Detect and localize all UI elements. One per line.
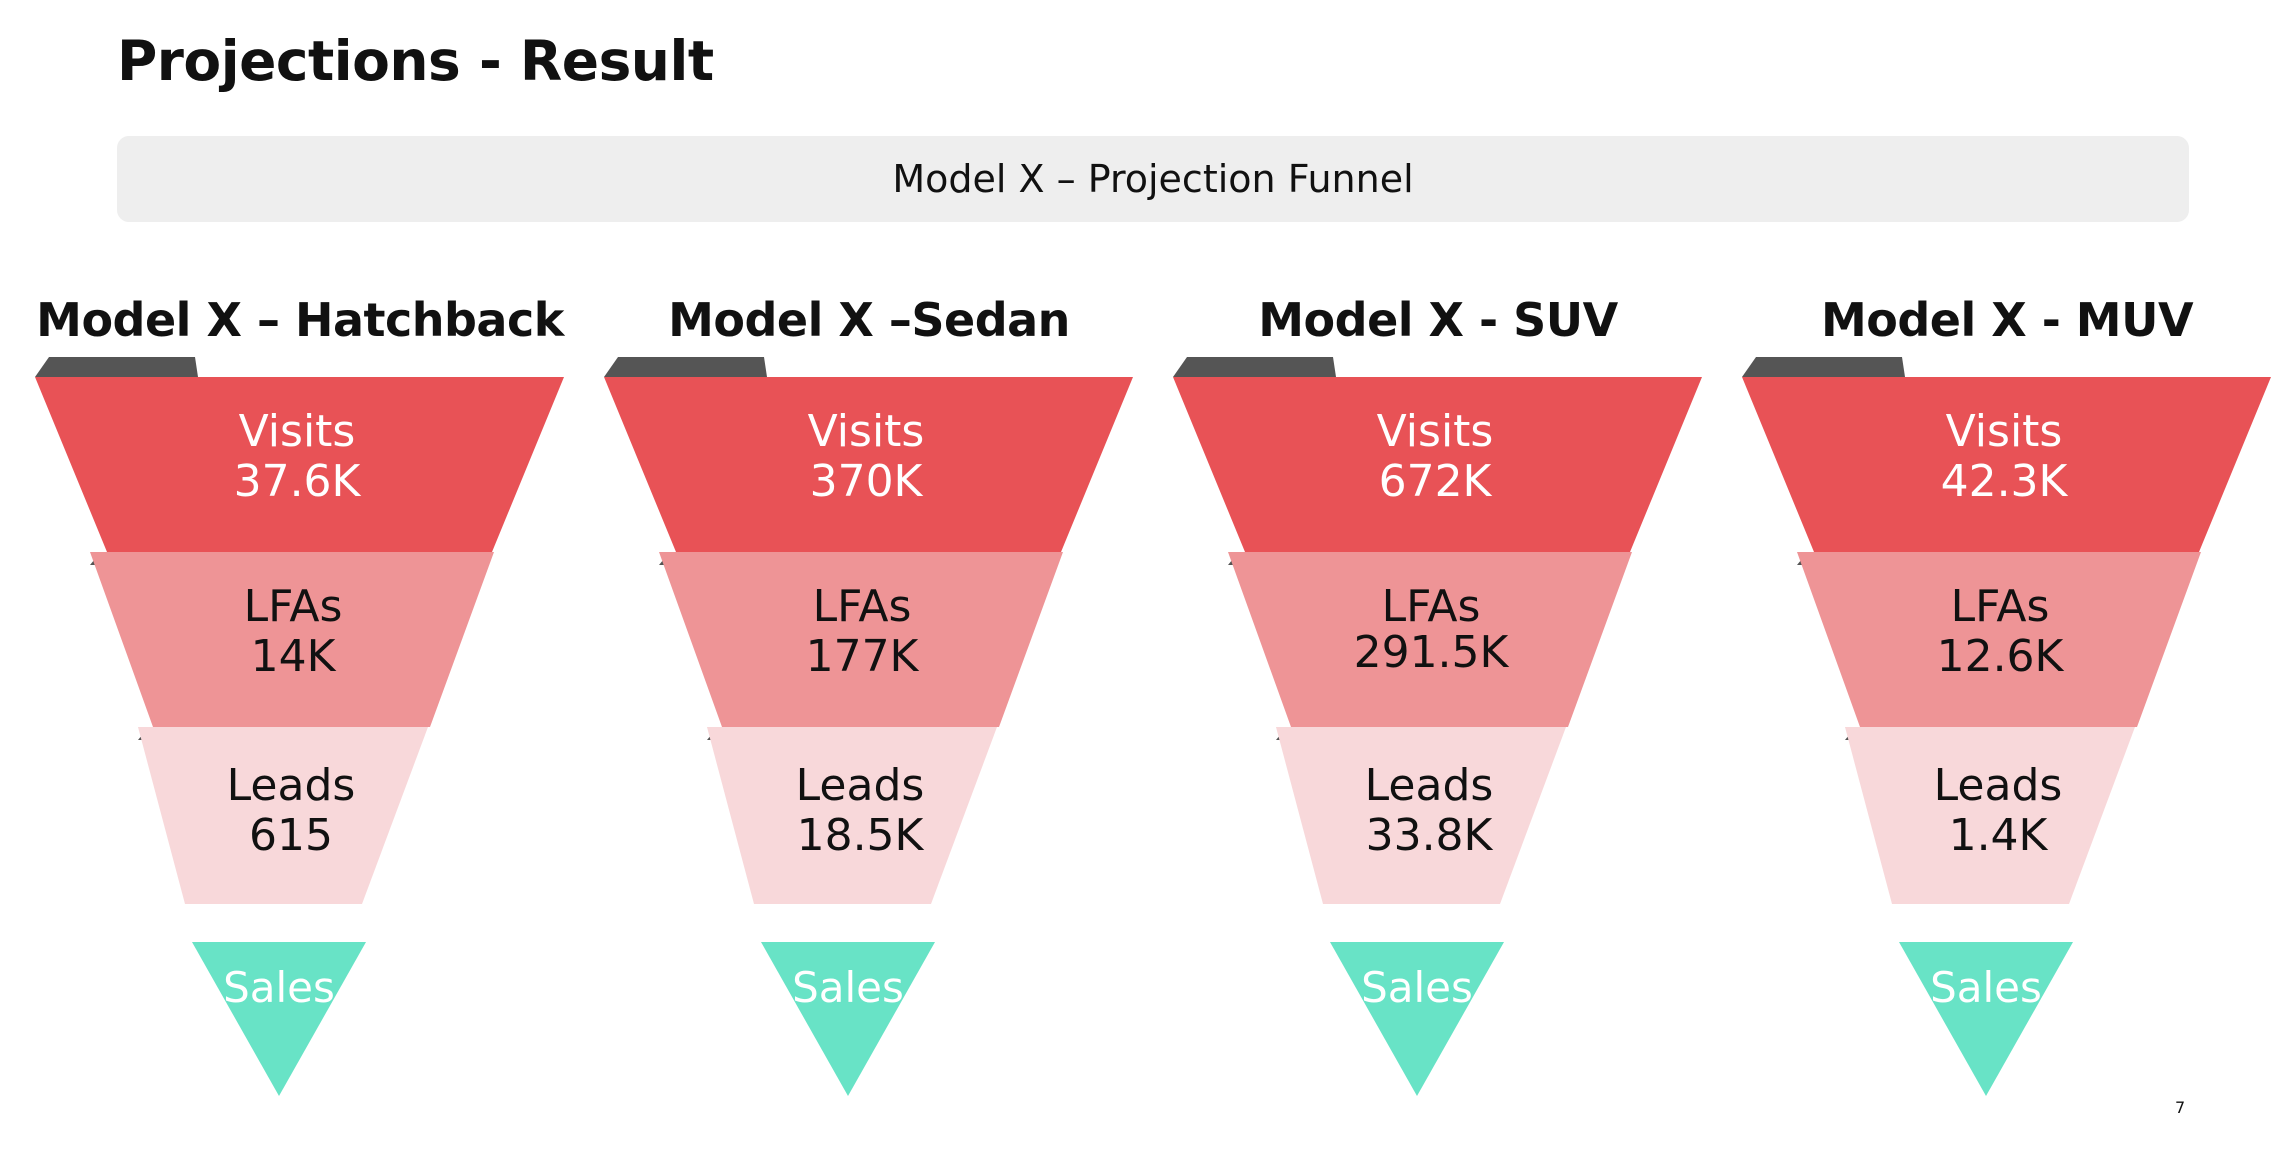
lfas-label: LFAs [813, 581, 912, 632]
sales-label: Sales [223, 963, 335, 1012]
stage-leads [707, 727, 997, 904]
stage-visits [1173, 377, 1702, 552]
funnel-muv: Model X - MUV Visits 42.3K LFAs 12.6K Le… [1742, 290, 2272, 1110]
stage-lfas [659, 552, 1063, 727]
lfas-label: LFAs [1951, 581, 2050, 632]
visits-label: Visits [1377, 406, 1494, 457]
funnel-diagram: Visits 672K LFAs 291.5K Leads 33.8K Sale… [1173, 357, 1702, 1096]
funnel-heading: Model X - MUV [1820, 293, 2194, 347]
stage-leads [1845, 727, 2135, 904]
stage-lfas [1228, 552, 1632, 727]
lfas-value: 177K [806, 631, 920, 682]
stage-leads [138, 727, 428, 904]
lfas-value: 14K [251, 631, 337, 682]
leads-label: Leads [227, 760, 356, 811]
page-number: 7 [2175, 1098, 2186, 1117]
stage-leads [1276, 727, 1566, 904]
stage-lfas [1797, 552, 2201, 727]
stage-visits [35, 377, 564, 552]
stage-sales [1330, 942, 1504, 1096]
sales-label: Sales [1930, 963, 2042, 1012]
lfas-value: 12.6K [1937, 631, 2065, 682]
leads-label: Leads [1365, 760, 1494, 811]
visits-label: Visits [1946, 406, 2063, 457]
funnel-diagram: Visits 37.6K LFAs 14K Leads 615 Sales [35, 357, 564, 1096]
banner-label: Model X – Projection Funnel [892, 157, 1414, 201]
funnel-hatchback: Model X – Hatchback Visits 37.6K LFAs 14… [35, 290, 565, 1110]
stage-visits [604, 377, 1133, 552]
sales-label: Sales [1361, 963, 1473, 1012]
visits-value: 672K [1379, 456, 1493, 507]
lfas-value: 291.5K [1354, 627, 1510, 678]
lfas-label: LFAs [244, 581, 343, 632]
funnel-heading: Model X - SUV [1258, 293, 1618, 347]
funnel-shadow-tab [35, 357, 198, 377]
page-title: Projections - Result [117, 29, 714, 93]
funnel-heading: Model X –Sedan [668, 293, 1070, 347]
leads-value: 615 [249, 810, 333, 861]
funnel-shadow-tab [604, 357, 767, 377]
leads-value: 33.8K [1366, 810, 1494, 861]
visits-label: Visits [808, 406, 925, 457]
stage-sales [192, 942, 366, 1096]
funnel-sedan: Model X –Sedan Visits 370K LFAs 177K Lea… [604, 290, 1134, 1110]
stage-lfas [90, 552, 494, 727]
visits-value: 370K [810, 456, 924, 507]
funnel-diagram: Visits 370K LFAs 177K Leads 18.5K Sales [604, 357, 1133, 1096]
sales-label: Sales [792, 963, 904, 1012]
visits-value: 37.6K [234, 456, 362, 507]
stage-visits [1742, 377, 2271, 552]
leads-value: 1.4K [1949, 810, 2049, 861]
visits-value: 42.3K [1941, 456, 2069, 507]
stage-sales [1899, 942, 2073, 1096]
section-banner: Model X – Projection Funnel [117, 136, 2189, 222]
visits-label: Visits [239, 406, 356, 457]
funnel-shadow-tab [1173, 357, 1336, 377]
funnel-shadow-tab [1742, 357, 1905, 377]
funnel-suv: Model X - SUV Visits 672K LFAs 291.5K Le… [1173, 290, 1703, 1110]
funnel-diagram: Visits 42.3K LFAs 12.6K Leads 1.4K Sales [1742, 357, 2271, 1096]
stage-sales [761, 942, 935, 1096]
leads-value: 18.5K [797, 810, 925, 861]
lfas-label: LFAs [1382, 581, 1481, 632]
leads-label: Leads [796, 760, 925, 811]
leads-label: Leads [1934, 760, 2063, 811]
funnel-heading: Model X – Hatchback [36, 293, 564, 347]
